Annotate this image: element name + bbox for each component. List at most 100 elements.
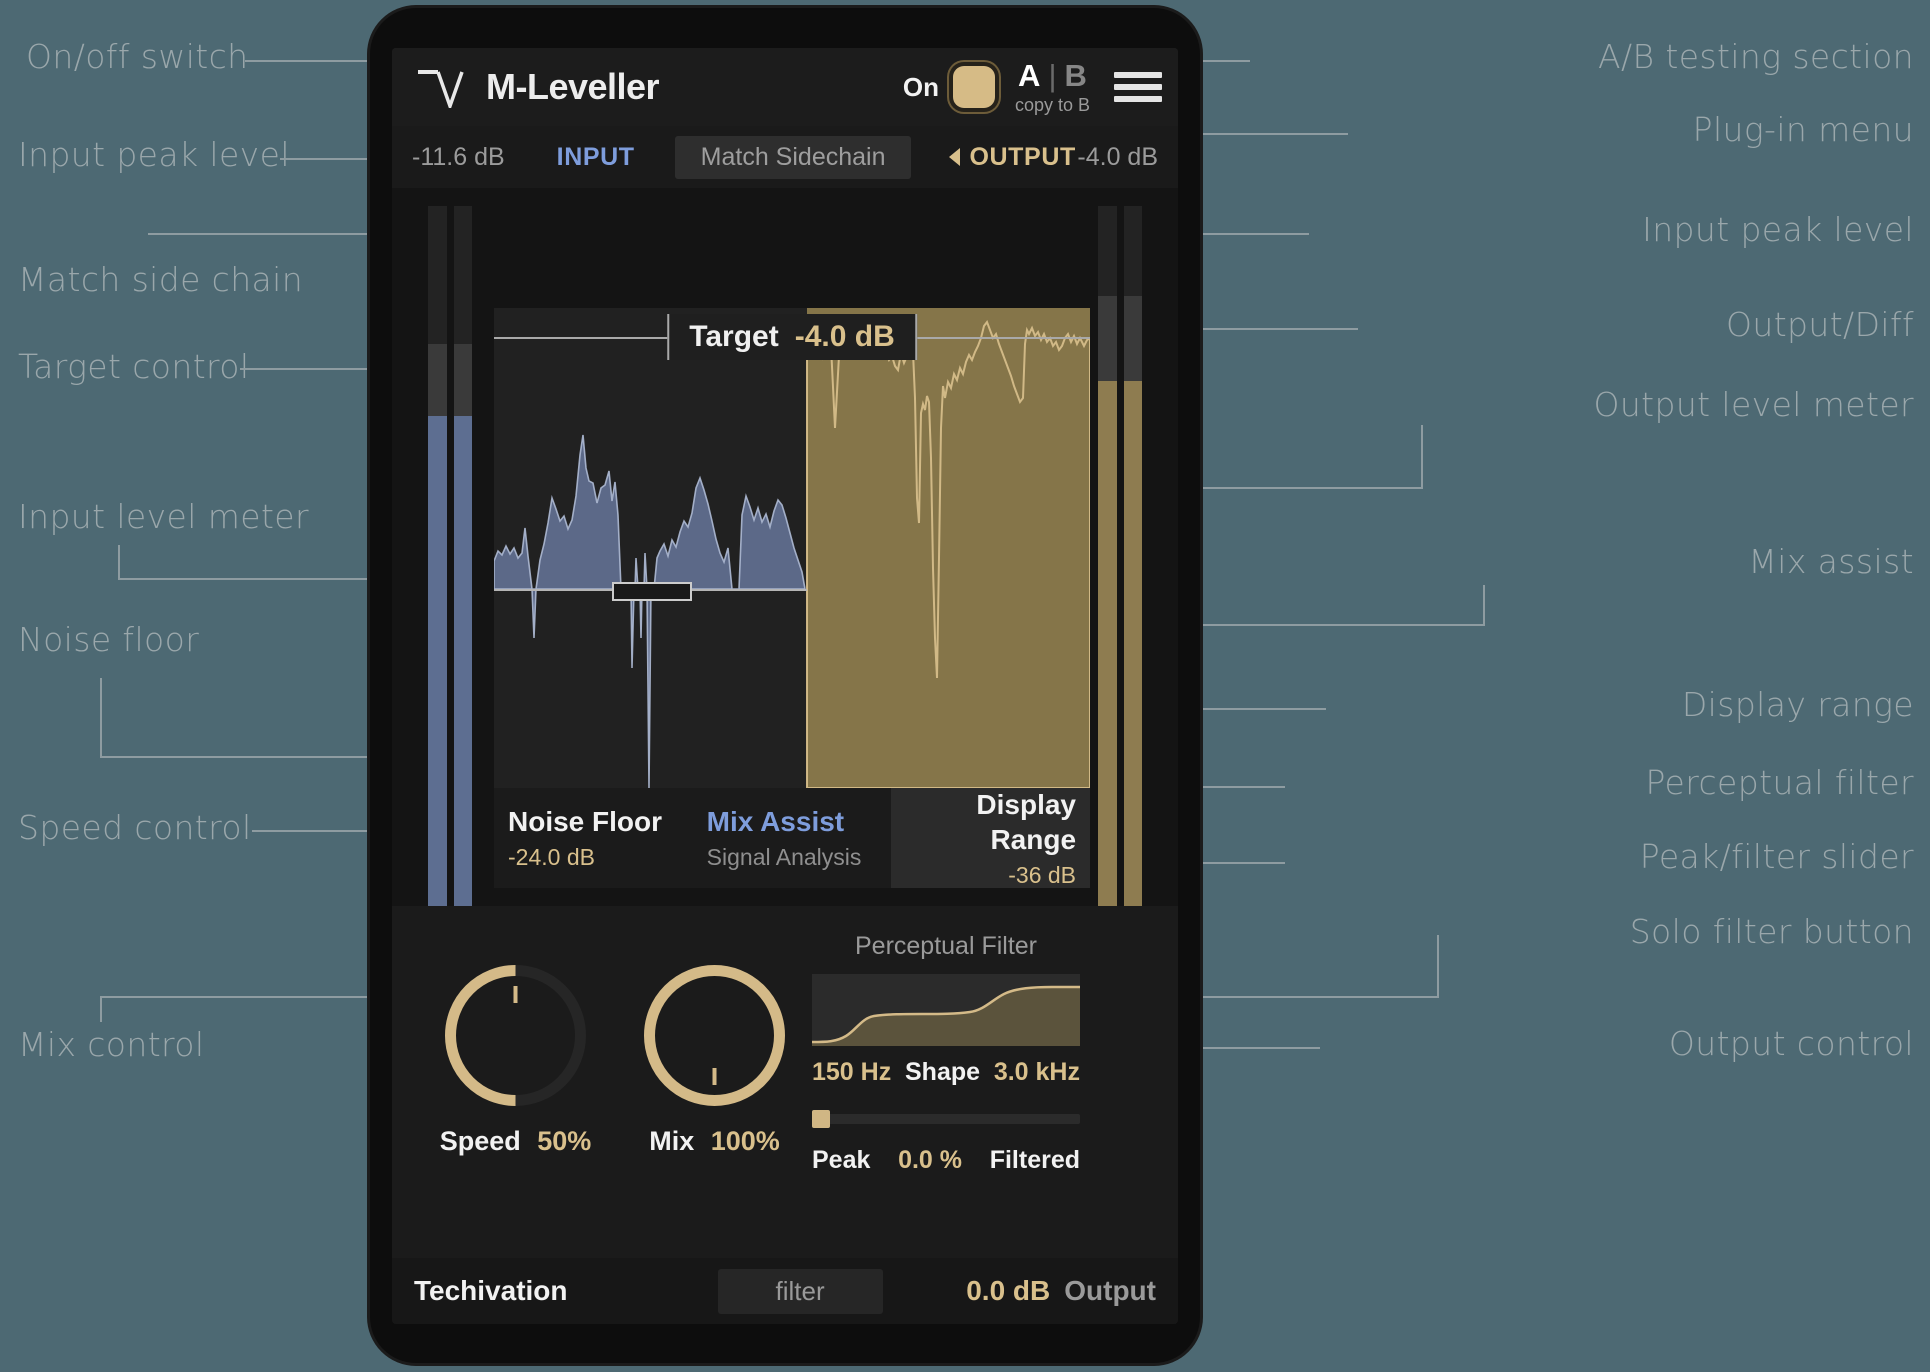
peak-filter-slider-handle[interactable] (812, 1110, 830, 1128)
output-peak-value[interactable]: -4.0 dB (1077, 142, 1158, 171)
target-control[interactable]: Target -4.0 dB (667, 314, 917, 360)
ab-testing-section[interactable]: A | B copy to B (1015, 60, 1090, 114)
title-bar-controls: On A | B copy to B (903, 60, 1162, 114)
leader-input-peak-left (280, 158, 428, 160)
annotation-mix-control: Mix control (18, 1025, 205, 1064)
filter-shape-row: 150 Hz Shape 3.0 kHz (812, 1058, 1080, 1087)
ab-row[interactable]: A | B (1018, 60, 1087, 91)
output-tab[interactable]: OUTPUT (949, 143, 1075, 172)
perceptual-filter-label: Perceptual Filter (854, 932, 1038, 960)
leader-in-meter (118, 578, 435, 580)
target-value[interactable]: -4.0 dB (794, 320, 895, 353)
output-meter-head-l (1098, 296, 1117, 381)
match-sidechain-button[interactable]: Match Sidechain (674, 135, 912, 179)
speed-label: Speed (439, 1126, 521, 1156)
input-tab[interactable]: INPUT (556, 142, 635, 171)
filter-shape-curve (812, 985, 1080, 1046)
display-range-title: Display Range (976, 788, 1077, 855)
annotation-mix-assist: Mix assist (1748, 542, 1914, 581)
copy-to-b-button[interactable]: copy to B (1014, 95, 1090, 115)
main-body: Target -4.0 dB Noise Floor -24.0 dB Mix … (392, 188, 1178, 1324)
filter-high-freq[interactable]: 3.0 kHz (993, 1058, 1080, 1086)
leader-mix-assist-v (1483, 585, 1485, 626)
annotation-output-control: Output control (1668, 1024, 1914, 1063)
peak-filter-row: Peak 0.0 % Filtered (812, 1146, 1080, 1175)
leader-display-range (1104, 708, 1326, 710)
display-range-control[interactable]: Display Range -36 dB (891, 788, 1091, 888)
mix-knob-dial[interactable] (637, 958, 792, 1113)
input-meter-head-r (453, 344, 472, 416)
io-row: -11.6 dB INPUT Match Sidechain OUTPUT -4… (392, 126, 1178, 188)
solo-filter-button[interactable]: filter (717, 1268, 883, 1314)
output-meter-channel-l (1098, 206, 1117, 918)
annotation-input-level-meter: Input level meter (18, 497, 309, 536)
noise-floor-control[interactable]: Noise Floor -24.0 dB (494, 788, 693, 888)
lower-controls-panel: Speed 50% Mix 100% Perceptual Fil (392, 906, 1178, 1258)
peak-filter-slider[interactable] (812, 1110, 1080, 1128)
speed-caption: Speed 50% (438, 1126, 593, 1157)
output-meter-fill-r (1123, 381, 1142, 918)
leader-mix-v (100, 996, 102, 1022)
speed-knob-dial[interactable] (438, 958, 593, 1113)
filtered-label[interactable]: Filtered (989, 1146, 1080, 1174)
speed-knob[interactable]: Speed 50% (438, 958, 593, 1156)
output-gain-value[interactable]: 0.0 dB (966, 1275, 1051, 1306)
power-label: On (902, 71, 939, 102)
target-label: Target (689, 320, 779, 353)
footer-bar: Techivation filter 0.0 dB Output (392, 1258, 1178, 1324)
annotation-noise-floor: Noise floor (18, 620, 200, 659)
noise-floor-handle[interactable] (612, 582, 692, 601)
annotation-solo-filter-button: Solo filter button (1629, 912, 1914, 951)
leader-input-peak-right (1159, 233, 1309, 235)
leader-menu (1148, 133, 1348, 135)
annotation-ab-testing-section: A/B testing section (1598, 37, 1914, 76)
annotation-display-range: Display range (1681, 685, 1914, 724)
mix-assist-title: Mix Assist (706, 806, 845, 838)
ab-slot-a[interactable]: A (1018, 58, 1041, 93)
mix-knob[interactable]: Mix 100% (637, 958, 792, 1156)
graph-label-row: Noise Floor -24.0 dB Mix Assist Signal A… (494, 788, 1091, 888)
input-meter-fill-l (428, 416, 447, 918)
plugin-window: M-Leveller On A | B copy to B -11.6 dB I… (370, 8, 1200, 1363)
power-toggle-button[interactable] (952, 66, 995, 108)
input-level-meter[interactable] (428, 206, 472, 918)
peak-filter-value[interactable]: 0.0 % (898, 1146, 963, 1174)
annotation-input-peak-level-right: Input peak level (1642, 210, 1914, 249)
waveform-logo-icon (418, 70, 464, 108)
annotation-input-peak-level-left: Input peak level (18, 135, 290, 174)
mix-assist-value: Signal Analysis (706, 844, 862, 871)
waveform-paths (494, 319, 1090, 788)
annotation-match-side-chain: Match side chain (18, 260, 304, 299)
hamburger-menu-icon[interactable] (1114, 72, 1162, 102)
mix-assist-control[interactable]: Mix Assist Signal Analysis (692, 788, 892, 888)
input-meter-head-l (428, 344, 447, 416)
plugin-screen: M-Leveller On A | B copy to B -11.6 dB I… (392, 48, 1178, 1324)
display-range-value[interactable]: -36 dB (1008, 861, 1077, 888)
filter-shape-display[interactable] (812, 974, 1080, 1046)
peak-label[interactable]: Peak (812, 1146, 871, 1174)
output-meter-fill-l (1098, 381, 1117, 918)
leader-speed (252, 830, 442, 832)
filter-shape-label: Shape (905, 1058, 981, 1086)
noise-floor-value[interactable]: -24.0 dB (508, 844, 595, 871)
noise-floor-title: Noise Floor (508, 806, 663, 838)
ab-slot-b[interactable]: B (1064, 58, 1087, 93)
ab-separator: | (1048, 58, 1057, 93)
speed-value[interactable]: 50% (537, 1126, 592, 1156)
mix-label: Mix (649, 1126, 695, 1156)
annotation-peak-filter-slider: Peak/filter slider (1639, 837, 1914, 876)
mix-value[interactable]: 100% (710, 1126, 780, 1156)
input-meter-channel-l (428, 206, 447, 918)
mix-caption: Mix 100% (637, 1126, 792, 1157)
output-level-meter[interactable] (1098, 206, 1142, 918)
leader-solo-filter-v (1437, 935, 1439, 998)
filter-low-freq[interactable]: 150 Hz (812, 1058, 892, 1086)
output-tab-label: OUTPUT (969, 142, 1076, 171)
input-peak-value[interactable]: -11.6 dB (412, 142, 505, 171)
waveform-display[interactable]: Target -4.0 dB (494, 308, 1090, 788)
output-meter-head-r (1123, 296, 1142, 381)
annotation-target-control: Target control (18, 347, 250, 386)
leader-noise-floor-v (100, 678, 102, 758)
leader-peak-filter-slider (1155, 862, 1285, 864)
annotation-output-diff: Output/Diff (1726, 305, 1914, 344)
